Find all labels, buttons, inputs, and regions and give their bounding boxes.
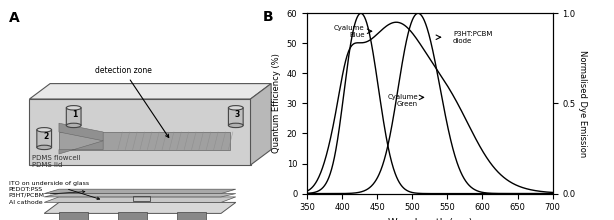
FancyBboxPatch shape — [118, 212, 147, 220]
Ellipse shape — [228, 106, 243, 110]
Polygon shape — [44, 189, 236, 194]
Text: PEDOT:PSS: PEDOT:PSS — [9, 187, 43, 192]
Polygon shape — [29, 99, 251, 165]
Text: P3HT:PCBM
diode: P3HT:PCBM diode — [453, 31, 492, 44]
Text: Cyalume
Green: Cyalume Green — [387, 94, 418, 107]
Ellipse shape — [66, 123, 81, 128]
Text: A: A — [9, 11, 20, 25]
Polygon shape — [251, 84, 271, 165]
Text: 3: 3 — [235, 110, 240, 119]
Text: P3HT/PCBM: P3HT/PCBM — [9, 191, 85, 198]
Polygon shape — [29, 84, 271, 99]
Polygon shape — [44, 202, 236, 213]
Text: B: B — [263, 10, 273, 24]
FancyBboxPatch shape — [59, 212, 88, 220]
Y-axis label: Normalised Dye Emission: Normalised Dye Emission — [578, 50, 586, 157]
FancyBboxPatch shape — [37, 130, 52, 147]
FancyBboxPatch shape — [177, 212, 206, 220]
Text: PDMS flowcell: PDMS flowcell — [33, 155, 81, 161]
Ellipse shape — [66, 106, 81, 110]
FancyBboxPatch shape — [228, 108, 243, 125]
Polygon shape — [59, 123, 103, 141]
FancyBboxPatch shape — [66, 108, 81, 125]
Text: detection zone: detection zone — [95, 66, 169, 138]
Text: Cyalume
Blue: Cyalume Blue — [334, 25, 365, 38]
Polygon shape — [44, 194, 236, 197]
Polygon shape — [59, 141, 103, 154]
Ellipse shape — [37, 145, 52, 150]
Ellipse shape — [37, 128, 52, 132]
Text: Al cathode: Al cathode — [9, 200, 42, 205]
Ellipse shape — [228, 123, 243, 128]
Text: PDMS lid: PDMS lid — [33, 162, 63, 168]
Polygon shape — [59, 132, 230, 150]
Y-axis label: Quantum Efficiency (%): Quantum Efficiency (%) — [272, 53, 281, 153]
Text: ITO on underside of glass: ITO on underside of glass — [9, 181, 99, 200]
Polygon shape — [44, 197, 236, 202]
Text: 1: 1 — [72, 110, 78, 119]
Text: 2: 2 — [43, 132, 49, 141]
X-axis label: Wavelength (nm): Wavelength (nm) — [387, 218, 472, 220]
